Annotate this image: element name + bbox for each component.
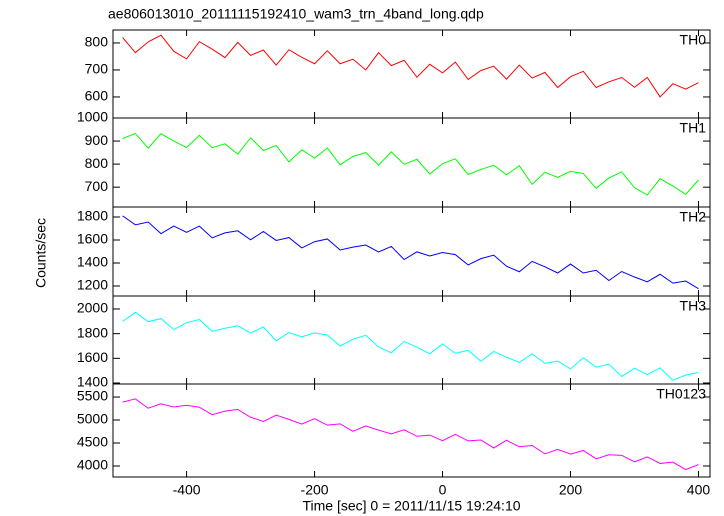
y-tick-label: 800 xyxy=(85,155,109,171)
y-tick-label: 1800 xyxy=(77,208,108,224)
y-tick-label: 900 xyxy=(85,132,109,148)
x-tick-label: 200 xyxy=(559,482,583,498)
series-label: TH0 xyxy=(680,32,707,48)
y-axis-label: Counts/sec xyxy=(33,218,49,288)
series-label: TH2 xyxy=(680,209,707,225)
y-tick-label: 1600 xyxy=(77,349,108,365)
panel-frame xyxy=(112,295,711,385)
series-label: TH0123 xyxy=(656,386,706,402)
y-tick-label: 2000 xyxy=(77,300,108,316)
data-line xyxy=(122,34,699,98)
y-tick-label: 1400 xyxy=(77,374,108,390)
panel-frame xyxy=(112,206,711,297)
x-tick-label: -200 xyxy=(301,482,329,498)
y-tick-label: 1800 xyxy=(77,324,108,340)
y-tick-label: 5500 xyxy=(77,388,108,404)
x-tick-label: 0 xyxy=(439,482,447,498)
x-axis-label: Time [sec] 0 = 2011/11/15 19:24:10 xyxy=(302,498,520,514)
y-tick-label: 1200 xyxy=(77,277,108,293)
y-tick-label: 4500 xyxy=(77,434,108,450)
y-tick-label: 1400 xyxy=(77,254,108,270)
data-line xyxy=(122,132,699,196)
panel-frame xyxy=(112,383,711,478)
y-tick-label: 1600 xyxy=(77,231,108,247)
y-tick-label: 1000 xyxy=(77,109,108,125)
y-tick-label: 600 xyxy=(85,88,109,104)
y-tick-label: 700 xyxy=(85,178,109,194)
x-tick-label: 400 xyxy=(687,482,711,498)
y-tick-label: 800 xyxy=(85,34,109,50)
data-line xyxy=(122,311,699,381)
series-label: TH1 xyxy=(680,120,707,136)
y-tick-label: 5000 xyxy=(77,411,108,427)
chart-title: ae806013010_20111115192410_wam3_trn_4ban… xyxy=(108,6,484,22)
data-line xyxy=(122,215,699,290)
y-tick-label: 700 xyxy=(85,61,109,77)
y-tick-label: 4000 xyxy=(77,457,108,473)
panel-frame xyxy=(112,117,711,208)
x-tick-label: -400 xyxy=(173,482,201,498)
series-label: TH3 xyxy=(680,298,707,314)
data-line xyxy=(122,398,699,471)
